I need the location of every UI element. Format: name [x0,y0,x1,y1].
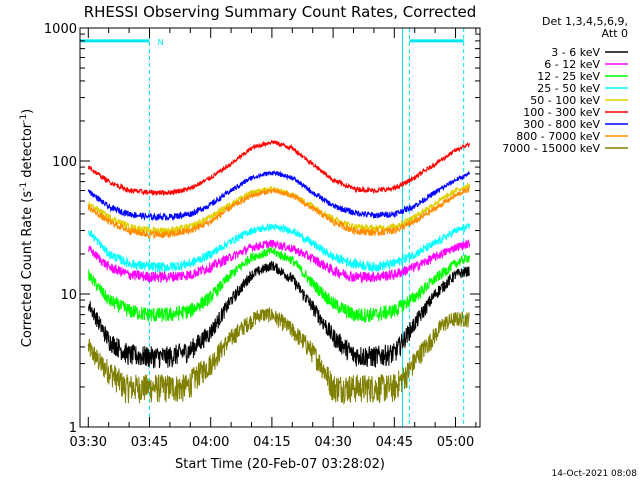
series-line-6 [87,169,471,222]
x-tick-label: 03:30 [70,435,107,450]
series-line-8 [87,307,471,406]
x-tick-label: 04:30 [314,435,351,450]
y-tick-label: 1 [69,421,77,436]
series-layer: N [80,28,471,427]
legend-label: 6 - 12 keV [544,58,600,71]
y-axis-label: Corrected Count Rate (s-1 detector-1) [19,109,35,347]
x-tick-label: 05:00 [437,435,474,450]
legend-label: 25 - 50 keV [537,82,600,95]
series-line-7 [87,185,471,240]
series-line-5 [87,139,471,197]
legend-label: 3 - 6 keV [551,46,600,59]
axes-layer: 1 10 100 1000 03:30 03:45 04:00 04:15 04:30 04:45… [44,22,480,450]
series-line-2 [88,246,471,323]
x-tick-label: 04:00 [192,435,229,450]
legend-label: 50 - 100 keV [530,94,600,107]
legend-label: 7000 - 15000 keV [502,142,600,155]
series-line-3 [87,222,471,273]
footer-timestamp: 14-Oct-2021 08:08 [552,469,638,479]
legend-label: 800 - 7000 keV [516,130,600,143]
attenuator-label: N [157,38,163,47]
y-tick-label: 1000 [44,22,77,37]
x-tick-label: 03:45 [131,435,168,450]
legend-header: Det 1,3,4,5,6,9, [542,15,628,28]
x-tick-label: 04:45 [376,435,413,450]
y-tick-label: 100 [52,155,77,170]
legend-label: 100 - 300 keV [523,106,600,119]
legend-label: 12 - 25 keV [537,70,600,83]
legend-label: 300 - 800 keV [523,118,600,131]
legend-header: Att 0 [602,27,628,40]
x-axis-label: Start Time (20-Feb-07 03:28:02) [175,457,385,472]
series-line-1 [87,238,471,284]
plot-frame [79,27,481,428]
chart-title: RHESSI Observing Summary Count Rates, Co… [84,3,477,21]
series-line-0 [88,260,471,369]
y-tick-label: 10 [60,288,77,303]
x-tick-label: 04:15 [253,435,290,450]
